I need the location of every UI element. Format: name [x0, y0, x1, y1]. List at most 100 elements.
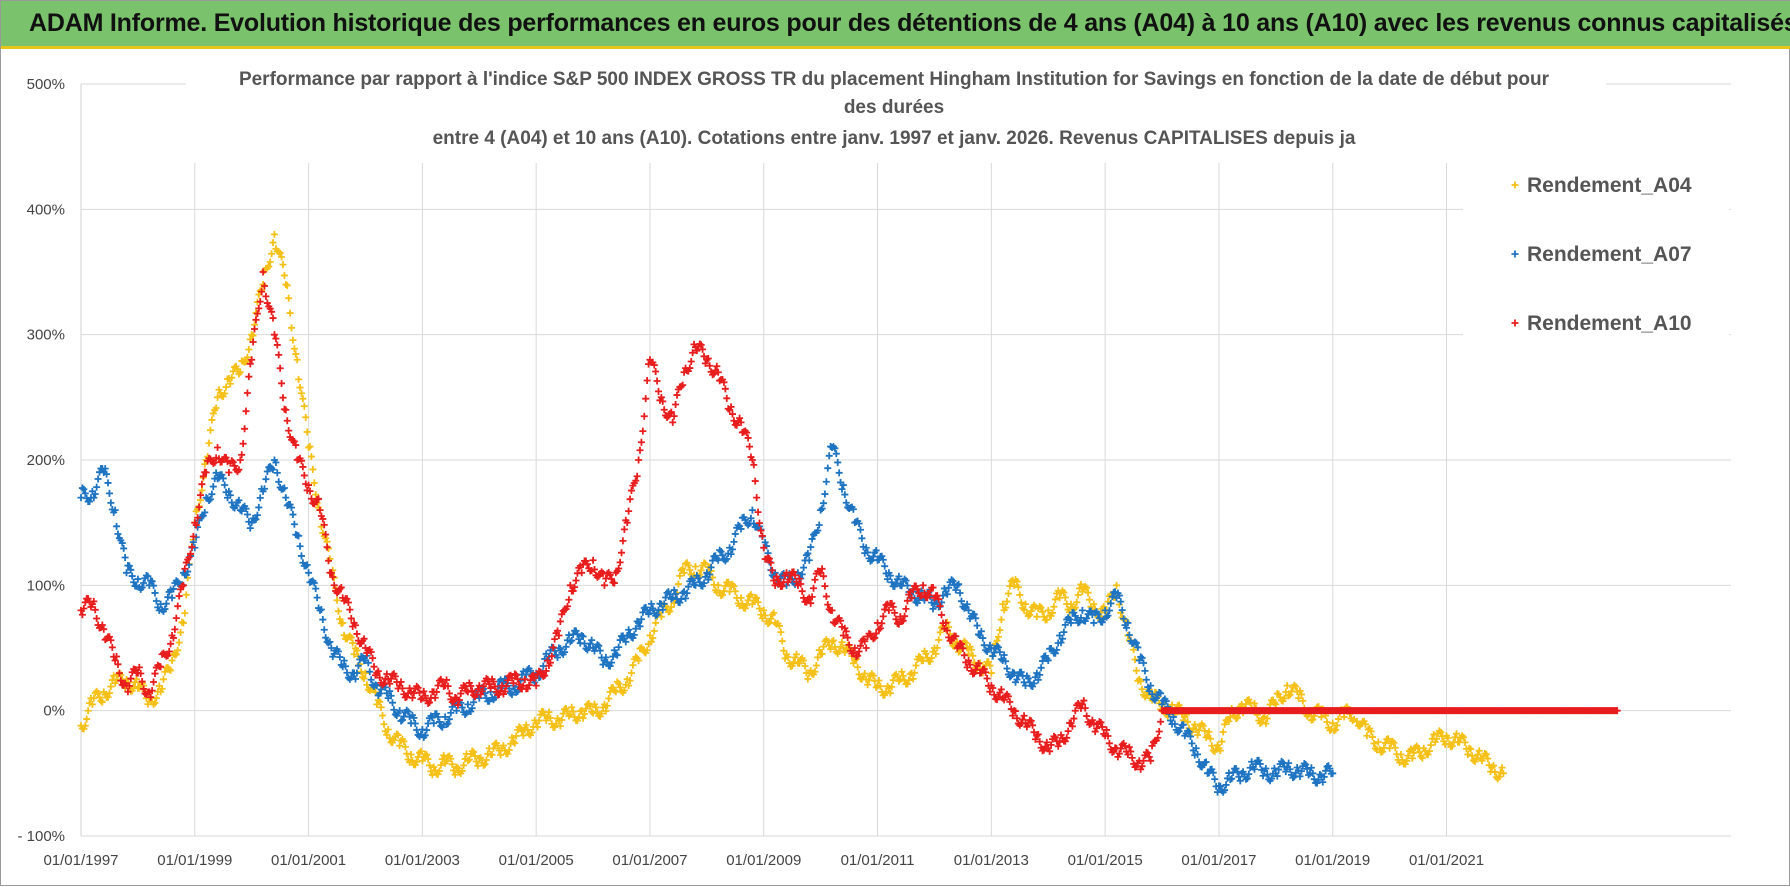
data-point	[899, 617, 907, 625]
data-point	[723, 555, 731, 563]
data-point	[285, 427, 293, 435]
data-point	[716, 546, 724, 554]
data-point	[556, 617, 564, 625]
data-point	[1036, 602, 1044, 610]
data-point	[475, 694, 483, 702]
data-point	[777, 628, 785, 636]
data-points	[77, 230, 1621, 796]
data-point	[300, 402, 308, 410]
data-point	[192, 521, 200, 529]
data-point	[649, 634, 657, 642]
data-point	[990, 691, 998, 699]
data-point	[791, 571, 799, 579]
data-point	[652, 368, 660, 376]
data-point	[876, 682, 884, 690]
data-point	[334, 607, 342, 615]
data-point	[693, 347, 701, 355]
data-point	[390, 736, 398, 744]
data-point	[697, 341, 705, 349]
data-point	[706, 362, 714, 370]
data-point	[586, 640, 594, 648]
data-point	[689, 576, 697, 584]
data-point	[1300, 759, 1308, 767]
data-point	[172, 650, 180, 658]
data-point	[697, 566, 705, 574]
data-point	[1282, 768, 1290, 776]
data-point	[300, 471, 308, 479]
data-point	[157, 663, 165, 671]
data-point	[491, 683, 499, 691]
data-point	[97, 697, 105, 705]
data-point	[822, 478, 830, 486]
data-point	[1138, 762, 1146, 770]
data-point	[1090, 619, 1098, 627]
data-point	[798, 570, 806, 578]
data-point	[416, 689, 424, 697]
y-tick-label: - 100%	[17, 828, 65, 845]
data-point	[1403, 757, 1411, 765]
data-point	[706, 571, 714, 579]
data-point	[81, 489, 89, 497]
data-point	[131, 665, 139, 673]
data-point	[905, 676, 913, 684]
data-point	[858, 534, 866, 542]
data-point	[876, 624, 884, 632]
data-point	[260, 282, 268, 290]
data-point	[818, 505, 826, 513]
data-point	[1114, 753, 1122, 761]
data-point	[928, 654, 936, 662]
data-point	[632, 653, 640, 661]
title-line: des durées	[844, 97, 944, 118]
data-point	[1074, 591, 1082, 599]
data-point	[672, 590, 680, 598]
data-point	[115, 669, 123, 677]
data-point	[1157, 718, 1165, 726]
data-point	[1000, 696, 1008, 704]
data-point	[994, 693, 1002, 701]
data-point	[849, 649, 857, 657]
data-point	[435, 718, 443, 726]
data-point	[367, 648, 375, 656]
data-point	[713, 362, 721, 370]
data-point	[1023, 723, 1031, 731]
data-point	[150, 582, 158, 590]
data-point	[508, 674, 516, 682]
data-point	[249, 332, 257, 340]
data-point	[165, 665, 173, 673]
data-point	[1167, 716, 1175, 724]
data-point	[608, 659, 616, 667]
data-point	[1171, 720, 1179, 728]
data-point	[524, 685, 532, 693]
data-point	[765, 555, 773, 563]
data-point	[312, 491, 320, 499]
data-point	[253, 511, 261, 519]
data-point	[1296, 687, 1304, 695]
report-banner: ADAM Informe. Evolution historique des p…	[1, 1, 1790, 49]
data-point	[235, 496, 243, 504]
data-point	[1050, 603, 1058, 611]
data-point	[1285, 759, 1293, 767]
data-point	[418, 757, 426, 765]
data-point	[926, 657, 934, 665]
data-point	[1061, 621, 1069, 629]
data-point	[960, 651, 968, 659]
data-point	[901, 612, 909, 620]
data-point	[420, 687, 428, 695]
data-point	[861, 670, 869, 678]
data-point	[1467, 745, 1475, 753]
data-point	[933, 644, 941, 652]
data-point	[1043, 738, 1051, 746]
data-point	[305, 443, 313, 451]
data-point	[169, 585, 177, 593]
data-point	[848, 650, 856, 658]
data-point	[913, 585, 921, 593]
data-point	[1174, 728, 1182, 736]
data-point	[100, 625, 108, 633]
data-point	[389, 699, 397, 707]
data-point	[714, 581, 722, 589]
data-point	[117, 677, 125, 685]
data-point	[996, 648, 1004, 656]
data-point	[542, 716, 550, 724]
data-point	[559, 710, 567, 718]
data-point	[878, 619, 886, 627]
